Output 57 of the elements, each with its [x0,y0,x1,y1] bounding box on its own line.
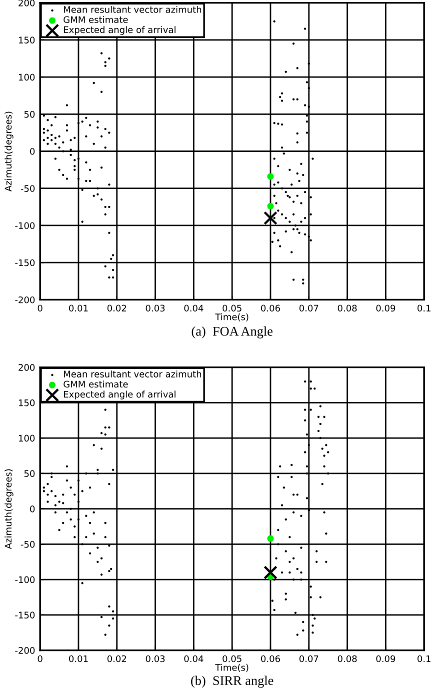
y-tick-label: 0 [30,148,35,155]
x-tick-label: 0.09 [376,655,396,662]
legend-label: Mean resultant vector azimuth [64,6,202,13]
y-tick-label: 50 [24,110,35,118]
legend-label: Expected angle of arrival [64,390,176,400]
text: (a) FOA Angle [192,326,272,338]
x-tick-label: 0.06 [261,304,280,312]
y-tick-label: 100 [18,74,35,81]
x-tick-label: 0.09 [376,304,396,312]
legend-label: Expected angle of arrival [64,26,176,35]
y-axis-title: Azimuth(degrees) [4,469,14,550]
point [264,211,278,225]
x-tick-label: 0 [38,655,42,662]
y-tick-label: -150 [15,259,35,266]
legend-label: Mean resultant vector azimuth [64,370,202,378]
x-axis-title: Time(s) [215,313,248,322]
x-tick-label: 0.04 [184,304,204,312]
x-tick-label: 0.07 [299,304,318,312]
x-tick-label: 0.04 [184,655,204,662]
y-tick-label: 50 [24,470,35,477]
x-tick-label: 0.01 [69,304,88,312]
x-tick-label: 0.1 [418,655,430,662]
y-tick-label: 100 [18,434,35,442]
y-tick-label: -200 [15,296,35,304]
x-tick-label: 0.06 [261,655,280,662]
point [267,535,274,542]
y-tick-label: -200 [15,647,35,654]
x-tick-label: 0.02 [107,304,126,312]
x-tick-label: 0.08 [338,304,357,312]
y-tick-label: -100 [15,576,35,584]
y-tick-label: -50 [20,185,35,192]
y-tick-label: 0 [30,506,35,512]
x-tick-label: 0.05 [222,655,242,662]
text: (b) SIRR angle [191,676,274,688]
x-tick-label: 0.02 [107,655,126,662]
legend-label: GMM estimate [64,380,128,388]
y-tick-label: -150 [15,612,35,618]
y-tick-label: 200 [18,364,35,371]
x-tick-label: 0.07 [299,655,318,662]
y-tick-label: 150 [18,36,35,44]
y-tick-label: 150 [18,399,35,406]
x-tick-label: 0.08 [338,655,357,662]
point [264,566,278,580]
y-tick-label: -50 [20,540,35,548]
x-tick-label: 0.01 [69,655,88,662]
point [267,173,274,180]
x-tick-label: 0.03 [146,304,165,312]
legend-label: GMM estimate [64,16,128,24]
y-tick-label: 200 [18,0,35,6]
x-tick-label: 0.1 [418,304,430,312]
y-axis-title: Azimuth(degrees) [4,112,14,192]
x-tick-label: 0.03 [146,655,165,662]
x-tick-label: 0.05 [222,304,242,312]
x-tick-label: 0 [38,304,42,312]
point [267,202,274,210]
x-axis-title: Time(s) [215,664,248,672]
y-tick-label: -100 [15,222,35,230]
